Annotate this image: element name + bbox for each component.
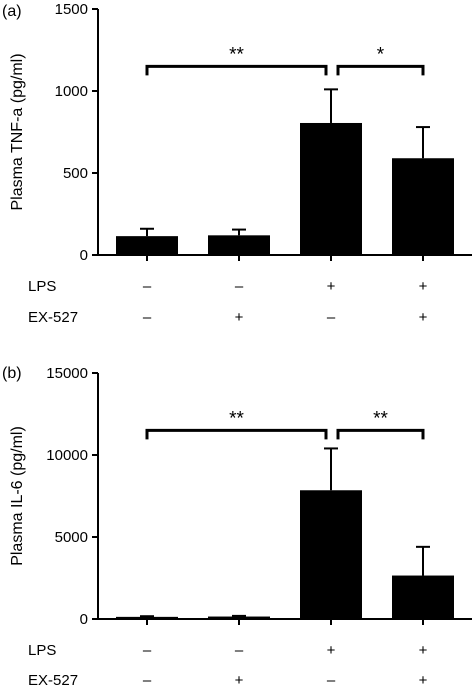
condition-symbol: –	[235, 642, 244, 659]
bar	[208, 235, 270, 255]
y-tick-label-a-1: 500	[63, 165, 88, 182]
significance-b: ** **	[145, 408, 425, 440]
condition-symbol: +	[235, 309, 244, 326]
significance-label: **	[229, 44, 244, 65]
bar	[392, 575, 454, 619]
condition-symbols-a: – – + + – + – +	[143, 278, 428, 326]
bars-a	[116, 88, 454, 255]
bar	[392, 158, 454, 255]
significance-bracket	[145, 64, 328, 76]
condition-symbol: +	[419, 642, 428, 659]
condition-symbol: –	[327, 309, 336, 326]
condition-symbol: –	[143, 278, 152, 295]
y-tick-label-b-2: 10000	[46, 447, 88, 464]
y-tick-label-a-2: 1000	[55, 83, 88, 100]
y-tick-label-b-3: 15000	[46, 365, 88, 382]
condition-symbol: +	[419, 672, 428, 689]
y-axis-label-b: Plasma IL-6 (pg/ml)	[9, 426, 26, 566]
condition-symbol: +	[327, 642, 336, 659]
significance-label: *	[377, 44, 385, 65]
y-tick-label-b-0: 0	[80, 611, 88, 628]
bars-b	[116, 447, 454, 619]
condition-symbol: –	[143, 642, 152, 659]
condition-symbol: +	[327, 278, 336, 295]
y-tick-label-a-3: 1500	[55, 1, 88, 18]
condition-symbol: –	[327, 672, 336, 689]
condition-symbol: +	[419, 278, 428, 295]
ex527-label-b: EX-527	[28, 672, 78, 689]
significance-bracket	[336, 428, 425, 440]
bar	[116, 236, 178, 255]
panel-b: (b) Plasma IL-6 (pg/ml) 15000 10000 5000…	[2, 365, 472, 689]
condition-symbol: +	[419, 309, 428, 326]
condition-symbols-b: – – + + – + – +	[143, 642, 428, 689]
condition-symbol: +	[235, 672, 244, 689]
panel-label-b: (b)	[2, 365, 22, 382]
ex527-label-a: EX-527	[28, 309, 78, 326]
panel-label-a: (a)	[2, 3, 22, 20]
condition-symbol: –	[143, 309, 152, 326]
significance-label: **	[373, 408, 388, 429]
bar	[300, 122, 362, 255]
y-tick-label-a-0: 0	[80, 247, 88, 264]
bar	[116, 616, 178, 619]
significance-label: **	[229, 408, 244, 429]
condition-symbol: –	[143, 672, 152, 689]
y-tick-label-b-1: 5000	[55, 529, 88, 546]
significance-bracket	[336, 64, 425, 76]
lps-label-b: LPS	[28, 642, 56, 659]
bar	[208, 616, 270, 619]
y-axis-label-a: Plasma TNF-a (pg/ml)	[9, 53, 26, 210]
condition-symbol: –	[235, 278, 244, 295]
significance-bracket	[145, 428, 328, 440]
bar	[300, 490, 362, 619]
significance-a: ** *	[145, 44, 425, 76]
panel-a: (a) Plasma TNF-a (pg/ml) 1500 1000 500 0…	[2, 1, 472, 326]
lps-label-a: LPS	[28, 278, 56, 295]
